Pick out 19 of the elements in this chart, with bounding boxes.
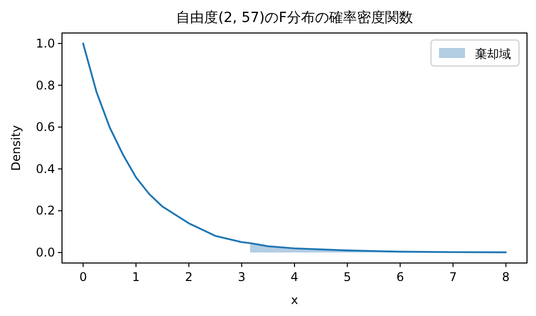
y-tick-label: 0.8 — [36, 78, 55, 92]
x-axis-title: x — [290, 293, 298, 307]
y-tick-label: 0.2 — [36, 204, 55, 218]
x-tick-label: 6 — [396, 270, 404, 284]
y-tick-label: 0.6 — [36, 120, 55, 134]
chart-title: 自由度(2, 57)のF分布の確率密度関数 — [176, 10, 413, 26]
y-tick-label: 0.0 — [36, 246, 55, 260]
x-tick-label: 0 — [79, 270, 87, 284]
x-tick-label: 8 — [502, 270, 510, 284]
x-tick-label: 7 — [449, 270, 457, 284]
y-tick-label: 1.0 — [36, 36, 55, 50]
x-tick-label: 4 — [290, 270, 298, 284]
x-tick-label: 1 — [132, 270, 140, 284]
legend-label: 棄却域 — [475, 47, 511, 61]
x-tick-label: 5 — [344, 270, 352, 284]
x-tick-label: 3 — [238, 270, 246, 284]
x-tick-label: 2 — [185, 270, 193, 284]
y-tick-label: 0.4 — [36, 162, 55, 176]
y-axis-title: Density — [9, 125, 23, 171]
